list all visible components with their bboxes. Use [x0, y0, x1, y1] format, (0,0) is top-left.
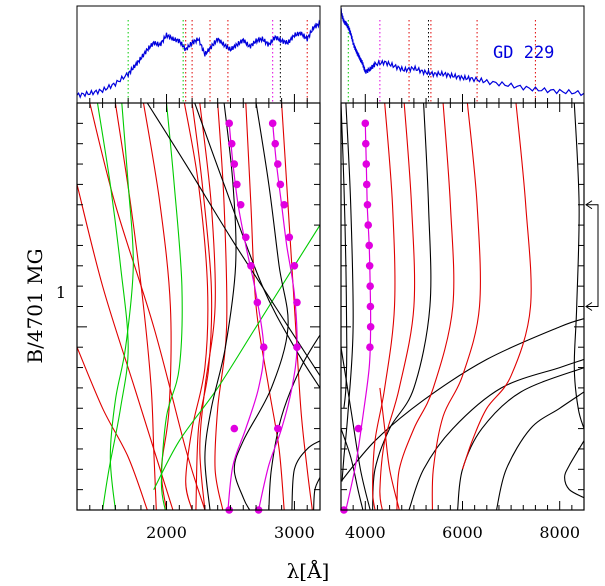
left-x-tick-label-1: 3000	[274, 523, 315, 542]
left-curve-16	[194, 103, 320, 389]
left-magenta-point-19	[293, 343, 301, 352]
left-curve-15	[146, 103, 320, 377]
right-magenta-point-6	[365, 241, 373, 250]
left-curve-13	[160, 103, 183, 510]
right-curve-4	[372, 103, 432, 510]
right-magenta-point-7	[365, 262, 374, 270]
left-magenta-point-5	[242, 233, 250, 242]
left-curve-10	[281, 103, 313, 510]
right-magenta-point-12	[354, 424, 363, 433]
right-magenta-point-3	[362, 180, 371, 189]
right-curve-16	[379, 387, 400, 510]
y-tick-label-1: 1	[56, 283, 66, 302]
left-magenta-point-11	[268, 119, 277, 128]
left-magenta-point-4	[236, 200, 245, 209]
right-magenta-point-1	[361, 139, 370, 148]
right-magenta-point-10	[366, 323, 375, 331]
left-curve-17	[233, 103, 289, 510]
left-magenta-point-6	[247, 262, 255, 270]
axis-ticks: 2000 3000 4000 6000 8000	[76, 94, 585, 542]
left-magenta-point-18	[293, 298, 301, 307]
left-curve-0	[89, 103, 206, 510]
right-curve-7	[457, 367, 584, 510]
left-magenta-point-1	[227, 139, 236, 148]
right-main-panel	[340, 103, 584, 514]
right-magenta-point-11	[366, 343, 374, 352]
left-curve-20	[291, 440, 320, 510]
right-magenta-point-9	[366, 302, 375, 311]
right-x-tick-label-0: 4000	[345, 523, 386, 542]
right-spectrum-panel	[341, 8, 584, 103]
left-curve-7	[199, 103, 216, 510]
right-curve-13	[396, 103, 455, 510]
right-magenta-point-4	[363, 200, 372, 209]
left-magenta-point-3	[233, 180, 241, 189]
left-curve-5	[183, 103, 209, 510]
right-magenta-point-0	[361, 119, 370, 128]
right-curve-11	[372, 103, 396, 510]
left-magenta-point-9	[230, 424, 239, 433]
right-x-tick-label-2: 8000	[539, 523, 580, 542]
range-bracket	[586, 204, 599, 307]
right-main-frame	[340, 102, 585, 511]
left-magenta-point-16	[285, 233, 294, 242]
right-spectrum-line	[341, 8, 584, 97]
left-magenta-point-8	[259, 343, 268, 352]
left-magenta-point-0	[225, 119, 233, 128]
left-curve-3	[114, 103, 157, 510]
y-axis-label: B/4701 MG	[23, 248, 47, 363]
right-magenta-point-8	[366, 282, 374, 290]
x-axis-label: λ[Å]	[287, 558, 330, 583]
right-curve-14	[431, 103, 481, 510]
left-x-tick-label-0: 2000	[146, 523, 187, 542]
spectrum-label: GD 229	[493, 43, 554, 63]
range-markers	[585, 200, 599, 311]
right-curve-12	[379, 103, 416, 510]
left-magenta-point-12	[271, 139, 280, 148]
left-main-panel	[77, 103, 320, 514]
range-arrow-bottom	[585, 302, 593, 311]
right-curve-2	[341, 347, 371, 510]
left-magenta-point-20	[273, 424, 282, 433]
left-curve-11	[96, 103, 129, 510]
right-curve-8	[495, 391, 584, 510]
left-magenta-point-7	[253, 298, 262, 307]
right-curve-5	[341, 318, 584, 482]
left-magenta-point-17	[290, 262, 299, 270]
range-arrow-top	[585, 200, 593, 210]
left-curve-1	[77, 184, 174, 510]
right-magenta-point-2	[362, 160, 371, 168]
left-curve-12	[109, 103, 134, 510]
left-magenta-point-15	[280, 200, 288, 209]
left-curve-21	[313, 477, 320, 510]
left-curve-19	[268, 334, 320, 510]
left-magenta-point-14	[276, 180, 285, 189]
right-curve-15	[461, 103, 532, 470]
left-magenta-point-2	[230, 160, 239, 168]
left-magenta-point-13	[273, 160, 282, 168]
left-curve-2	[77, 346, 148, 510]
right-curve-1	[341, 103, 354, 482]
left-curve-6	[191, 103, 213, 510]
right-x-tick-label-1: 6000	[442, 523, 483, 542]
left-spectrum-line	[77, 19, 320, 99]
right-curve-10	[564, 440, 584, 499]
right-magenta-point-5	[364, 221, 373, 229]
right-curve-3	[341, 428, 364, 510]
left-curve-18	[204, 103, 237, 510]
left-spectrum-panel	[77, 19, 320, 103]
right-curve-6	[408, 358, 584, 510]
left-top-frame	[76, 5, 321, 104]
